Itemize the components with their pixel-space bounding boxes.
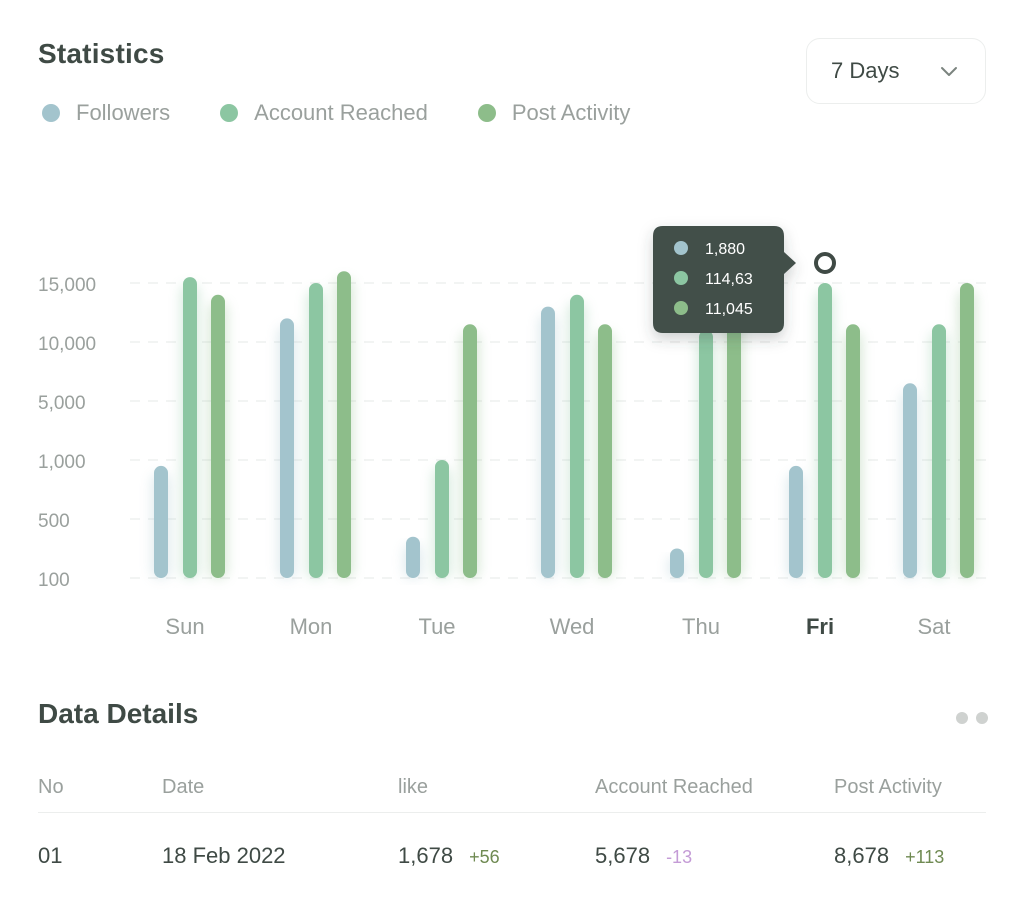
legend-label: Post Activity: [511, 100, 631, 125]
bar-followers: [670, 548, 684, 578]
bar-post-activity: [846, 324, 860, 578]
tooltip-box: [653, 226, 796, 333]
x-tick-label: Thu: [682, 614, 720, 639]
table-row[interactable]: 01 18 Feb 2022 1,678 +56 5,678 -13 8,678…: [0, 843, 1024, 873]
bar-account-reached: [309, 283, 323, 578]
bar-post-activity: [337, 271, 351, 578]
tooltip-value: 1,880: [705, 241, 745, 258]
marker-ring: [814, 252, 836, 274]
table-header: No Date like Account Reached Post Activi…: [0, 776, 1024, 800]
legend-dot: [220, 104, 239, 122]
bar-account-reached: [932, 324, 946, 578]
range-select-value: 7 Days: [831, 58, 900, 83]
bar-followers: [154, 465, 168, 578]
y-tick-label: 500: [38, 511, 70, 532]
bar-post-activity: [727, 277, 741, 578]
bar-account-reached: [699, 330, 713, 578]
chart-legend: Followers Account Reached Post Activity: [42, 100, 680, 126]
legend-dot: [42, 104, 60, 122]
tooltip-value: 11,045: [705, 301, 753, 318]
legend-label: Followers: [76, 100, 171, 125]
bar-post-activity: [960, 283, 974, 578]
legend-item-post-activity[interactable]: Post Activity: [477, 100, 631, 126]
dot-icon: [956, 712, 968, 724]
bar-account-reached: [818, 283, 832, 578]
cell-no: 01: [38, 843, 63, 868]
y-tick-label: 15,000: [38, 275, 96, 296]
cell-like: 1,678 +56: [398, 843, 500, 869]
tooltip-dot: [674, 271, 688, 285]
cell-post-activity: 8,678 +113: [834, 843, 944, 869]
bar-account-reached: [570, 294, 584, 578]
legend-item-followers[interactable]: Followers: [42, 100, 170, 126]
like-value: 1,678: [398, 843, 454, 868]
column-header: like: [398, 776, 429, 798]
bar-post-activity: [598, 324, 612, 578]
x-tick-label: Sun: [165, 614, 204, 639]
x-tick-label: Fri: [806, 614, 834, 639]
legend-item-account-reached[interactable]: Account Reached: [220, 100, 428, 126]
bar-followers: [789, 465, 803, 578]
column-header: No: [38, 776, 64, 798]
legend-label: Account Reached: [254, 100, 428, 125]
bar-post-activity: [463, 324, 477, 578]
page-title: Statistics: [38, 38, 165, 69]
bar-followers: [280, 318, 294, 578]
x-tick-label: Mon: [290, 614, 333, 639]
column-header: Post Activity: [834, 776, 942, 798]
divider: [38, 812, 986, 813]
bar-account-reached: [435, 460, 449, 578]
x-tick-label: Wed: [550, 614, 595, 639]
cell-date: 18 Feb 2022: [162, 843, 286, 868]
activity-value: 8,678: [834, 843, 890, 868]
bar-post-activity: [211, 294, 225, 578]
x-tick-label: Tue: [418, 614, 455, 639]
tooltip-dot: [674, 301, 688, 315]
bar-account-reached: [183, 277, 197, 578]
bar-followers: [541, 306, 555, 578]
y-tick-label: 5,000: [38, 393, 86, 414]
bar-followers: [903, 383, 917, 578]
reached-value: 5,678: [595, 843, 651, 868]
activity-delta: +113: [905, 847, 945, 867]
more-options-button[interactable]: [956, 712, 988, 724]
y-tick-label: 100: [38, 570, 70, 591]
legend-dot: [477, 104, 496, 122]
tooltip-value: 114,63: [705, 271, 753, 288]
statistics-bar-chart: 100 500 1,000 5,000 10,000 15,000 Sun Mon Tue Wed…: [38, 226, 988, 639]
dot-icon: [976, 712, 988, 724]
tooltip-dot: [674, 241, 688, 255]
reached-delta: -13: [666, 847, 693, 867]
bar-followers: [406, 536, 420, 578]
x-tick-label: Sat: [917, 614, 950, 639]
range-select[interactable]: 7 Days: [806, 38, 986, 104]
like-delta: +56: [469, 847, 500, 867]
chevron-down-icon: [941, 67, 957, 76]
column-header: Account Reached: [595, 776, 753, 798]
y-tick-label: 1,000: [38, 452, 86, 473]
section-title: Data Details: [38, 698, 199, 729]
cell-account-reached: 5,678 -13: [595, 843, 692, 869]
y-tick-label: 10,000: [38, 334, 96, 355]
column-header: Date: [162, 776, 205, 798]
